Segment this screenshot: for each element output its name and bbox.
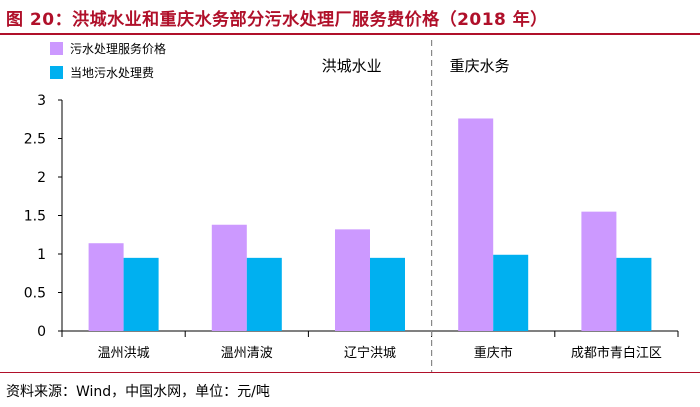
y-tick-label: 0 [37,324,46,340]
x-tick-label: 温州清波 [221,346,273,361]
legend-swatch [50,42,63,55]
legend-label: 污水处理服务价格 [70,41,166,56]
source-rule [0,372,700,373]
bar [88,243,124,331]
bar [581,211,617,331]
bar [123,257,159,331]
x-tick-label: 辽宁洪城 [344,345,396,361]
bar [493,254,529,331]
bar [616,257,652,331]
y-tick-label: 1.5 [24,209,46,225]
title-rule [0,33,700,35]
y-tick-label: 1 [37,247,46,263]
y-tick-label: 3 [37,93,46,109]
figure-title: 图 20：洪城水业和重庆水务部分污水处理厂服务费价格（2018 年） [6,10,548,30]
x-tick-label: 重庆市 [474,345,513,361]
bar [458,118,494,331]
y-tick-label: 0.5 [24,286,46,302]
figure-title-bar: 图 20：洪城水业和重庆水务部分污水处理厂服务费价格（2018 年） [0,0,700,34]
source-note: 资料来源：Wind，中国水网，单位：元/吨 [6,384,270,400]
x-tick-label: 成都市青白江区 [571,345,662,361]
bar [246,257,282,331]
y-tick-label: 2.5 [24,132,46,148]
bar [370,257,405,331]
bar [335,229,370,331]
group-label: 洪城水业 [322,57,382,75]
x-tick-label: 温州洪城 [98,346,150,361]
bar [211,224,247,331]
legend-label: 当地污水处理费 [70,66,154,80]
group-label: 重庆水务 [450,57,510,75]
legend-swatch [50,66,63,79]
y-tick-label: 2 [37,170,46,186]
